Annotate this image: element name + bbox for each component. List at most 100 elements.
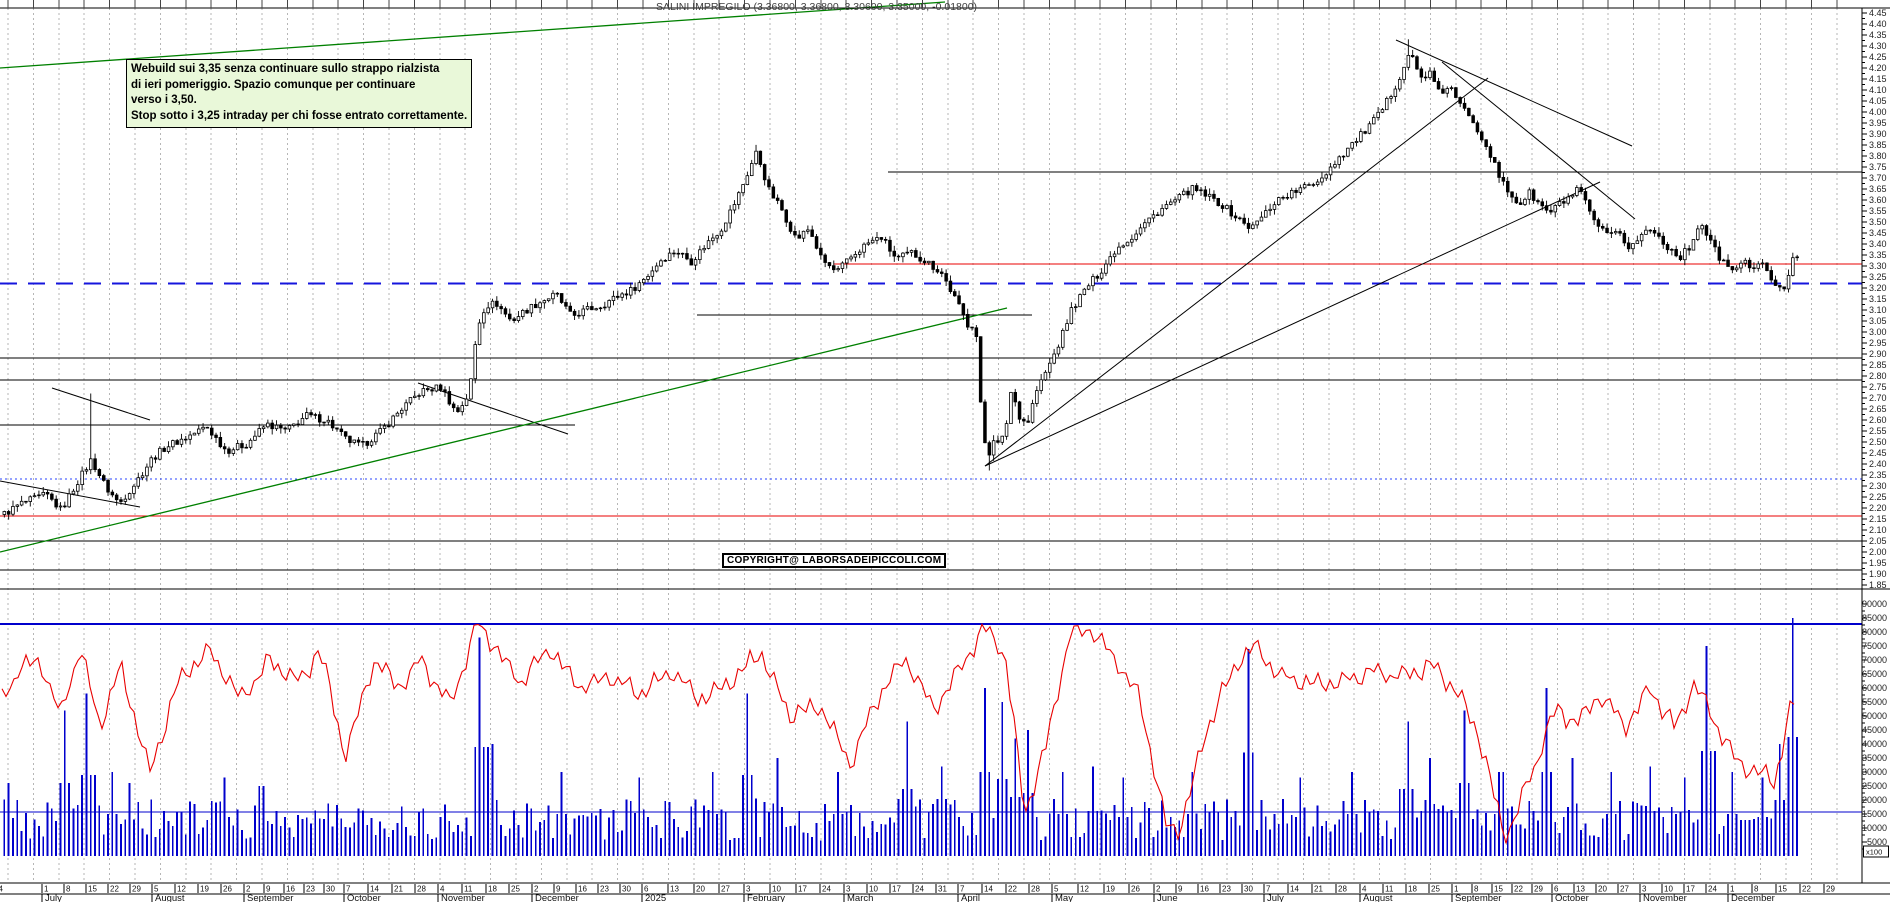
svg-text:16: 16	[286, 885, 295, 894]
svg-text:3: 3	[846, 885, 851, 894]
svg-text:25: 25	[511, 885, 520, 894]
svg-text:October: October	[347, 893, 381, 902]
svg-text:65000: 65000	[1862, 669, 1887, 679]
svg-text:3.60: 3.60	[1869, 195, 1887, 205]
svg-text:June: June	[1157, 893, 1178, 902]
date-axis: 2418152229July5121926August29162330Septe…	[0, 884, 1835, 902]
svg-text:3.70: 3.70	[1869, 173, 1887, 183]
svg-text:11: 11	[464, 885, 473, 894]
svg-text:7: 7	[346, 885, 351, 894]
svg-text:3.30: 3.30	[1869, 261, 1887, 271]
svg-text:7: 7	[1266, 885, 1271, 894]
svg-text:4.25: 4.25	[1869, 52, 1887, 62]
svg-text:27: 27	[721, 885, 730, 894]
annotation-line-4: Stop sotto i 3,25 intraday per chi fosse…	[131, 109, 468, 122]
svg-text:25: 25	[1431, 885, 1440, 894]
svg-text:2.50: 2.50	[1869, 437, 1887, 447]
copyright-box: COPYRIGHT@ LABORSADEIPICCOLI.COM	[722, 553, 947, 568]
svg-text:3: 3	[1642, 885, 1647, 894]
svg-text:November: November	[441, 893, 485, 902]
svg-text:24: 24	[0, 885, 3, 894]
volume-bars	[3, 618, 1798, 856]
svg-text:14: 14	[984, 885, 993, 894]
svg-text:20000: 20000	[1862, 795, 1887, 805]
svg-text:3: 3	[746, 885, 751, 894]
svg-text:22: 22	[1514, 885, 1523, 894]
svg-text:30: 30	[1244, 885, 1253, 894]
annotation-line-1: Webuild sui 3,35 senza continuare sullo …	[131, 63, 440, 75]
svg-text:70000: 70000	[1862, 655, 1887, 665]
svg-text:3.40: 3.40	[1869, 239, 1887, 249]
svg-text:17: 17	[892, 885, 901, 894]
svg-text:December: December	[1731, 893, 1775, 902]
svg-text:4.00: 4.00	[1869, 107, 1887, 117]
svg-text:28: 28	[1338, 885, 1347, 894]
svg-text:40000: 40000	[1862, 739, 1887, 749]
svg-text:55000: 55000	[1862, 697, 1887, 707]
svg-text:3.20: 3.20	[1869, 283, 1887, 293]
svg-text:3.50: 3.50	[1869, 217, 1887, 227]
svg-text:3.90: 3.90	[1869, 129, 1887, 139]
svg-text:4.35: 4.35	[1869, 30, 1887, 40]
svg-text:1.95: 1.95	[1869, 558, 1887, 568]
svg-text:5: 5	[154, 885, 159, 894]
svg-text:8: 8	[1754, 885, 1759, 894]
svg-text:17: 17	[1686, 885, 1695, 894]
svg-text:21: 21	[394, 885, 403, 894]
svg-text:12: 12	[1080, 885, 1089, 894]
svg-text:29: 29	[1826, 885, 1835, 894]
svg-text:2.45: 2.45	[1869, 448, 1887, 458]
svg-text:2.00: 2.00	[1869, 547, 1887, 557]
svg-text:5000: 5000	[1867, 837, 1887, 847]
svg-text:28: 28	[1031, 885, 1040, 894]
svg-text:21: 21	[1314, 885, 1323, 894]
svg-text:4.40: 4.40	[1869, 19, 1887, 29]
price-level-lines	[0, 171, 1862, 571]
svg-text:1.90: 1.90	[1869, 569, 1887, 579]
svg-text:23: 23	[1222, 885, 1231, 894]
svg-text:90000: 90000	[1862, 599, 1887, 609]
svg-text:19: 19	[200, 885, 209, 894]
svg-text:December: December	[535, 893, 579, 902]
svg-text:2.25: 2.25	[1869, 492, 1887, 502]
svg-text:2.35: 2.35	[1869, 470, 1887, 480]
svg-text:4: 4	[440, 885, 445, 894]
svg-text:1: 1	[1730, 885, 1735, 894]
svg-text:29: 29	[132, 885, 141, 894]
svg-text:3.75: 3.75	[1869, 162, 1887, 172]
svg-text:8: 8	[1474, 885, 1479, 894]
trendlines	[0, 1, 1636, 553]
svg-text:16: 16	[1200, 885, 1209, 894]
svg-text:10: 10	[772, 885, 781, 894]
svg-text:22: 22	[110, 885, 119, 894]
svg-text:3.55: 3.55	[1869, 206, 1887, 216]
svg-text:35000: 35000	[1862, 753, 1887, 763]
svg-text:4.15: 4.15	[1869, 74, 1887, 84]
svg-text:80000: 80000	[1862, 627, 1887, 637]
svg-text:25000: 25000	[1862, 781, 1887, 791]
svg-text:2.65: 2.65	[1869, 404, 1887, 414]
svg-text:3.05: 3.05	[1869, 316, 1887, 326]
annotation-box: Webuild sui 3,35 senza continuare sullo …	[126, 59, 473, 128]
volume-unit-box: x100	[1863, 845, 1889, 858]
svg-text:2: 2	[1156, 885, 1161, 894]
svg-text:75000: 75000	[1862, 641, 1887, 651]
annotation-line-3: verso i 3,50.	[131, 94, 197, 106]
svg-text:7: 7	[960, 885, 965, 894]
svg-text:5: 5	[1054, 885, 1059, 894]
svg-text:October: October	[1555, 893, 1589, 902]
svg-text:x100: x100	[1866, 848, 1882, 857]
svg-text:22: 22	[1802, 885, 1811, 894]
svg-text:23: 23	[600, 885, 609, 894]
svg-text:February: February	[747, 893, 785, 902]
candlesticks	[2, 39, 1799, 520]
svg-text:2.75: 2.75	[1869, 382, 1887, 392]
svg-text:16: 16	[578, 885, 587, 894]
svg-text:18: 18	[488, 885, 497, 894]
svg-text:15: 15	[1494, 885, 1503, 894]
svg-text:14: 14	[1290, 885, 1299, 894]
svg-text:10000: 10000	[1862, 823, 1887, 833]
svg-text:20: 20	[696, 885, 705, 894]
